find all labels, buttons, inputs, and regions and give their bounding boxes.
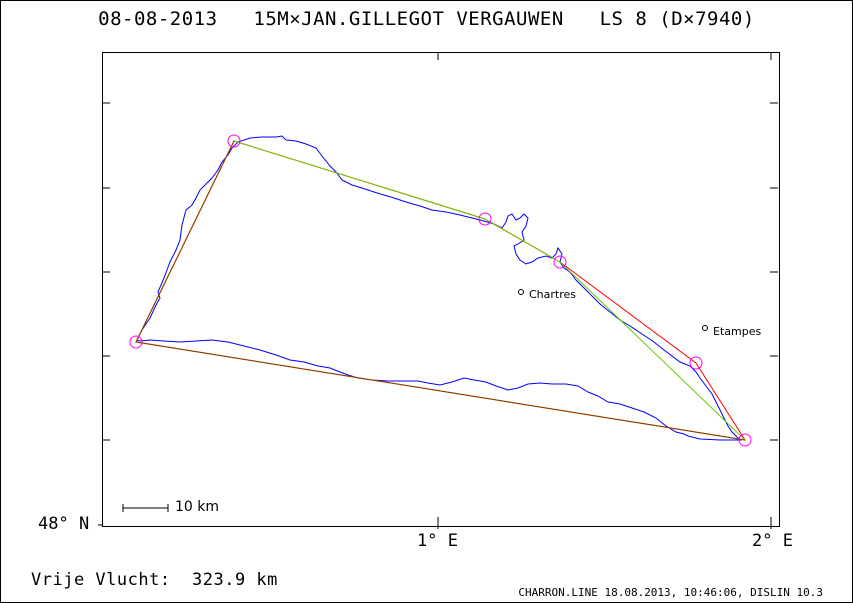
turnpoint-marker [478, 212, 492, 226]
etampes-marker [702, 325, 708, 331]
turnpoint-marker [553, 255, 567, 269]
map-plot-area [102, 52, 780, 527]
turnpoint-marker [738, 433, 752, 447]
city-label-etampes: Etampes [713, 325, 762, 338]
first-leg [135, 140, 235, 343]
longitude-label-1e: 1° E [417, 531, 458, 551]
chartres-marker [518, 289, 524, 295]
credit-text: CHARRON.LINE 18.08.2013, 10:46:06, DISLI… [518, 586, 823, 599]
lat-ticks [98, 52, 778, 529]
closing-leg [135, 341, 746, 441]
scale-bar [122, 504, 169, 512]
latitude-label: 48° N [38, 514, 90, 534]
longitude-label-2e: 2° E [752, 531, 793, 551]
flight-title: 08-08-2013 15M×JAN.GILLEGOT VERGAUWEN LS… [98, 8, 755, 30]
turnpoint-marker [227, 134, 241, 148]
turnpoint-marker [129, 335, 143, 349]
optimized-route [135, 140, 747, 441]
turnpoint-marker [689, 356, 703, 370]
city-label-chartres: Chartres [529, 288, 577, 301]
gps-track [136, 135, 743, 441]
declared-route [135, 140, 747, 441]
scale-bar-label: 10 km [175, 499, 220, 515]
distance-text: Vrije Vlucht: 323.9 km [31, 570, 278, 590]
